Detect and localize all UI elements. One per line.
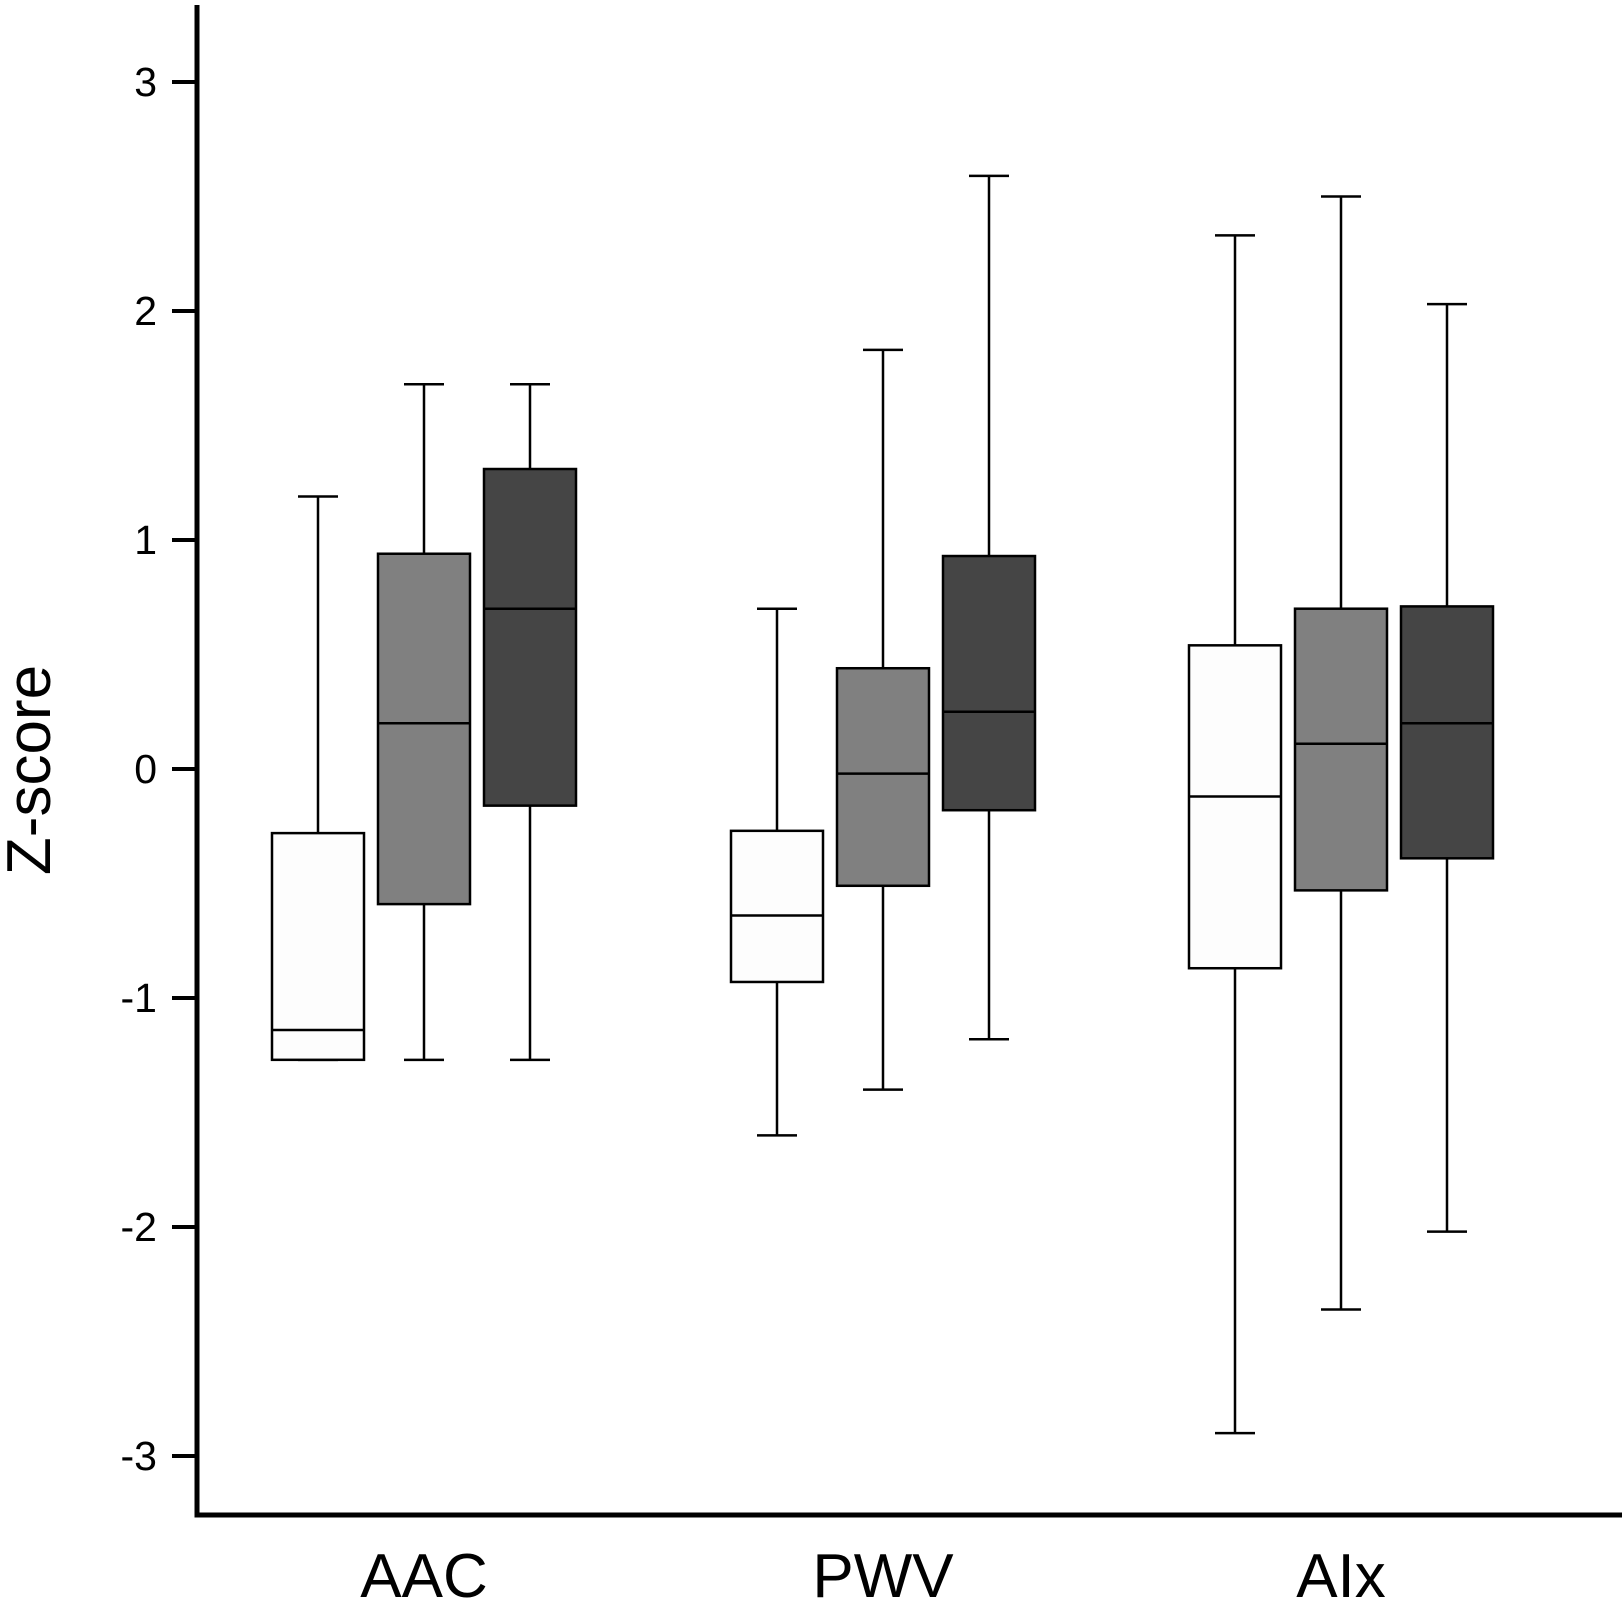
iqr-box: [270, 831, 366, 1062]
iqr-box: [941, 554, 1037, 812]
iqr-box: [1399, 605, 1495, 860]
y-tick-label: 2: [134, 288, 157, 334]
box-aix-series-3: [1399, 302, 1495, 1233]
iqr-box: [729, 829, 825, 984]
iqr-box: [835, 666, 931, 888]
y-tick-label: 1: [134, 517, 157, 563]
x-category-labels: AAC PWV AIx: [360, 1542, 1386, 1601]
iqr-box: [482, 467, 578, 807]
iqr-box: [376, 552, 472, 906]
y-tick-label: 0: [134, 746, 157, 792]
box-pwv-series-1: [729, 607, 825, 1137]
y-tick-label: -3: [121, 1433, 157, 1479]
x-category-label: PWV: [812, 1542, 954, 1601]
x-category-label: AIx: [1296, 1542, 1386, 1601]
box-aac-series-2: [376, 383, 472, 1062]
y-tick-label: -2: [121, 1204, 157, 1250]
box-aac-series-1: [270, 495, 366, 1062]
box-aix-series-2: [1293, 195, 1389, 1311]
box-pwv-series-2: [835, 348, 931, 1091]
x-axis: AAC PWV AIx: [194, 1512, 1622, 1601]
box-aac-series-3: [482, 383, 578, 1062]
boxes-layer: [270, 174, 1495, 1435]
y-axis: -3 -2 -1 0 1 2 3: [121, 5, 200, 1518]
y-axis-title: Z-score: [0, 665, 64, 875]
iqr-box: [1293, 607, 1389, 892]
box-pwv-series-3: [941, 174, 1037, 1041]
iqr-box: [1187, 644, 1283, 970]
x-category-label: AAC: [360, 1542, 487, 1601]
y-tick-label: -1: [121, 975, 157, 1021]
y-ticks: -3 -2 -1 0 1 2 3: [121, 59, 197, 1479]
y-tick-label: 3: [134, 59, 157, 105]
box-aix-series-1: [1187, 234, 1283, 1435]
